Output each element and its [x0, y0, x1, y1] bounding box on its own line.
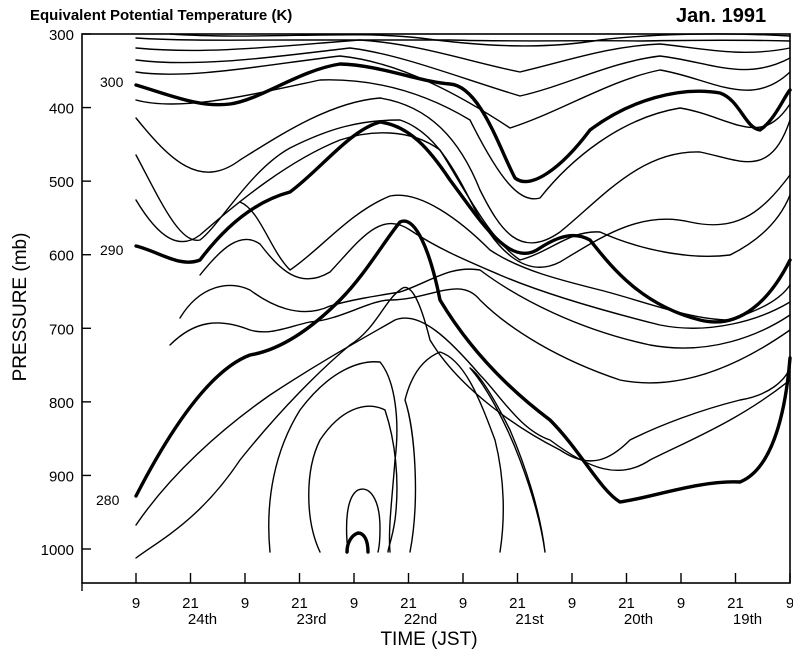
x-tick-label: 9	[132, 595, 140, 612]
x-day-label: 21st	[515, 611, 544, 628]
y-tick-label: 600	[49, 248, 74, 265]
contour-line	[239, 194, 791, 321]
contour-line	[135, 119, 791, 268]
x-tick-label: 21	[509, 595, 526, 612]
y-axis-label: PRESSURE (mb)	[10, 233, 31, 382]
contour-line	[135, 37, 791, 42]
contour-line	[135, 317, 791, 526]
contour-line	[135, 79, 791, 200]
contour-line	[135, 286, 791, 559]
y-tick-label: 400	[49, 101, 74, 118]
x-tick-label: 21	[618, 595, 635, 612]
y-axis: 300 400 500 600 700 800 900 1000	[41, 27, 91, 559]
y-tick-label: 500	[49, 174, 74, 191]
x-tick-label: 21	[291, 595, 308, 612]
x-day-label: 20th	[624, 611, 653, 628]
x-tick-label: 9	[677, 595, 685, 612]
contour-line	[308, 405, 398, 553]
date-label: Jan. 1991	[676, 5, 766, 27]
plot-frame	[81, 33, 791, 584]
y-tick-label: 700	[49, 321, 74, 338]
contour-line	[135, 39, 791, 73]
contour-line	[135, 47, 791, 97]
y-tick-label: 1000	[41, 542, 74, 559]
x-tick-label: 21	[182, 595, 199, 612]
contour-line-300	[134, 62, 792, 184]
x-axis-label: TIME (JST)	[380, 629, 477, 650]
contour-line	[345, 488, 381, 553]
y-tick-label: 900	[49, 468, 74, 485]
chart-title: Equivalent Potential Temperature (K)	[30, 7, 292, 24]
contour-line	[169, 288, 791, 384]
contour-line	[469, 367, 546, 553]
contour-label-300: 300	[100, 74, 124, 90]
contour-line-280	[134, 219, 792, 504]
contour-line	[268, 361, 398, 553]
x-tick-label: 9	[786, 595, 793, 612]
x-day-label: 23rd	[296, 611, 326, 628]
contour-line	[345, 531, 370, 554]
x-tick-label: 9	[568, 595, 576, 612]
x-tick-label: 21	[727, 595, 744, 612]
x-tick-label: 21	[400, 595, 417, 612]
contour-line	[135, 132, 791, 261]
contour-line	[404, 351, 504, 553]
contour-line	[135, 97, 791, 244]
contour-label-280: 280	[96, 492, 120, 508]
contour-lines	[134, 33, 792, 559]
x-tick-label: 9	[350, 595, 358, 612]
x-axis: 9 21 9 21 9 21 9 21 9 21 9 21 9 24th 23rd 22nd 21st 20th 1…	[81, 573, 793, 628]
y-tick-label: 300	[49, 27, 74, 44]
x-day-label: 19th	[733, 611, 762, 628]
x-tick-label: 9	[241, 595, 249, 612]
y-tick-label: 800	[49, 395, 74, 412]
x-day-label: 24th	[188, 611, 217, 628]
contour-line	[179, 268, 791, 349]
contour-line	[135, 55, 791, 129]
x-day-label: 22nd	[404, 611, 437, 628]
contour-label-290: 290	[100, 242, 124, 258]
x-tick-label: 9	[459, 595, 467, 612]
